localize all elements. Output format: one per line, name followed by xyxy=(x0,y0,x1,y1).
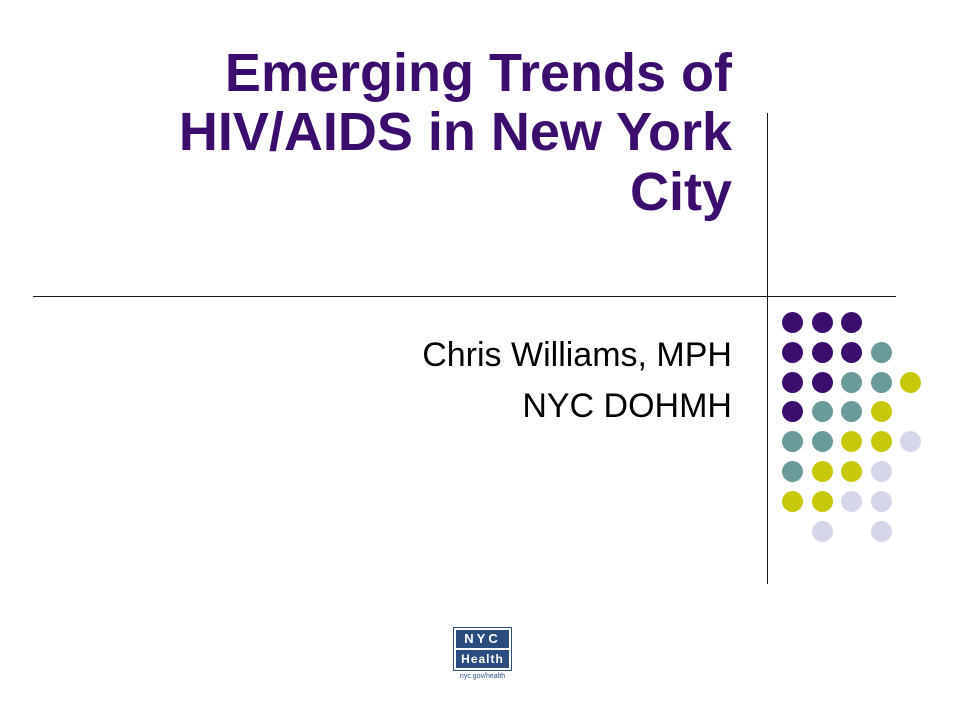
decorative-dot xyxy=(841,312,862,333)
decorative-dot xyxy=(870,520,892,542)
decorative-dot xyxy=(811,371,833,393)
slide-subtitle: Chris Williams, MPH NYC DOHMH xyxy=(132,330,732,432)
vertical-divider xyxy=(767,113,768,584)
decorative-dot xyxy=(811,341,833,363)
decorative-dot xyxy=(811,312,833,333)
title-line-1: Emerging Trends of xyxy=(224,43,732,103)
title-line-3: City xyxy=(629,161,732,222)
horizontal-divider xyxy=(33,296,896,297)
logo-url: nyc.gov/health xyxy=(459,673,506,680)
decorative-dot xyxy=(782,490,803,512)
slide-title: Emerging Trends of HIV/AIDS in New York … xyxy=(32,43,732,222)
decorative-dot xyxy=(841,490,862,512)
decorative-dot xyxy=(841,461,862,482)
logo-frame: NYC Health xyxy=(453,627,512,671)
decorative-dot xyxy=(782,341,803,363)
decorative-dot xyxy=(841,401,862,423)
decorative-dot xyxy=(841,341,862,363)
decorative-dot xyxy=(900,431,921,453)
decorative-dot xyxy=(811,520,833,542)
logo-text-top: NYC xyxy=(456,630,509,648)
decorative-dot xyxy=(811,461,833,482)
decorative-dot xyxy=(870,490,892,512)
author-name: Chris Williams, MPH xyxy=(422,336,732,374)
decorative-dot xyxy=(870,341,892,363)
decorative-dot-grid xyxy=(782,312,932,552)
author-organization: NYC DOHMH xyxy=(522,387,732,425)
logo-text-bottom: Health xyxy=(456,650,509,668)
decorative-dot xyxy=(811,431,833,453)
decorative-dot xyxy=(811,401,833,423)
decorative-dot xyxy=(782,401,803,423)
decorative-dot xyxy=(782,312,803,333)
decorative-dot xyxy=(811,490,833,512)
decorative-dot xyxy=(841,371,862,393)
decorative-dot xyxy=(870,461,892,482)
decorative-dot xyxy=(841,431,862,453)
decorative-dot xyxy=(782,371,803,393)
decorative-dot xyxy=(870,431,892,453)
decorative-dot xyxy=(870,401,892,423)
nyc-health-logo: NYC Health nyc.gov/health xyxy=(453,627,512,682)
decorative-dot xyxy=(870,371,892,393)
decorative-dot xyxy=(900,371,921,393)
title-line-2: HIV/AIDS in New York xyxy=(178,102,732,163)
decorative-dot xyxy=(782,461,803,482)
decorative-dot xyxy=(782,431,803,453)
